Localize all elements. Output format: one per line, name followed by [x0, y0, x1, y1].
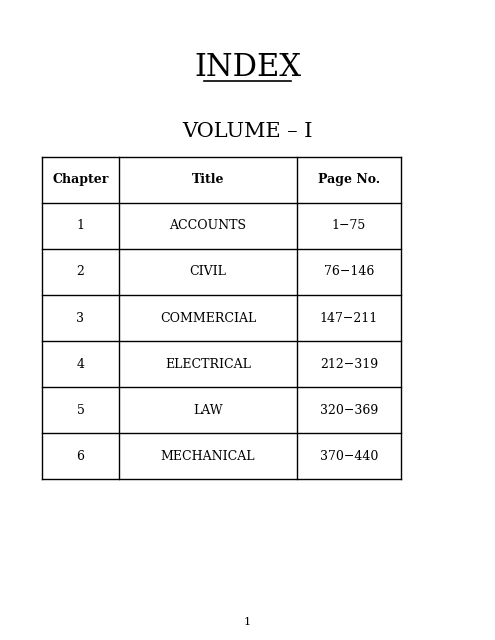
Text: 1−75: 1−75	[332, 220, 366, 232]
Text: MECHANICAL: MECHANICAL	[161, 450, 255, 463]
Text: COMMERCIAL: COMMERCIAL	[160, 312, 256, 324]
Text: 1: 1	[244, 617, 251, 627]
Text: 370−440: 370−440	[320, 450, 378, 463]
Text: INDEX: INDEX	[194, 52, 301, 83]
Text: Title: Title	[192, 173, 224, 186]
Text: 4: 4	[76, 358, 85, 371]
Text: 212−319: 212−319	[320, 358, 378, 371]
Text: 6: 6	[76, 450, 85, 463]
Text: CIVIL: CIVIL	[190, 266, 226, 278]
Text: 147−211: 147−211	[320, 312, 378, 324]
Text: 1: 1	[76, 220, 85, 232]
Text: 76−146: 76−146	[324, 266, 374, 278]
Text: ELECTRICAL: ELECTRICAL	[165, 358, 251, 371]
Text: Page No.: Page No.	[318, 173, 380, 186]
Text: 5: 5	[77, 404, 84, 417]
Text: 320−369: 320−369	[320, 404, 378, 417]
Text: ACCOUNTS: ACCOUNTS	[169, 220, 247, 232]
Text: VOLUME – I: VOLUME – I	[182, 122, 313, 141]
Text: 2: 2	[77, 266, 84, 278]
Text: Chapter: Chapter	[52, 173, 108, 186]
Text: LAW: LAW	[193, 404, 223, 417]
Text: 3: 3	[76, 312, 85, 324]
